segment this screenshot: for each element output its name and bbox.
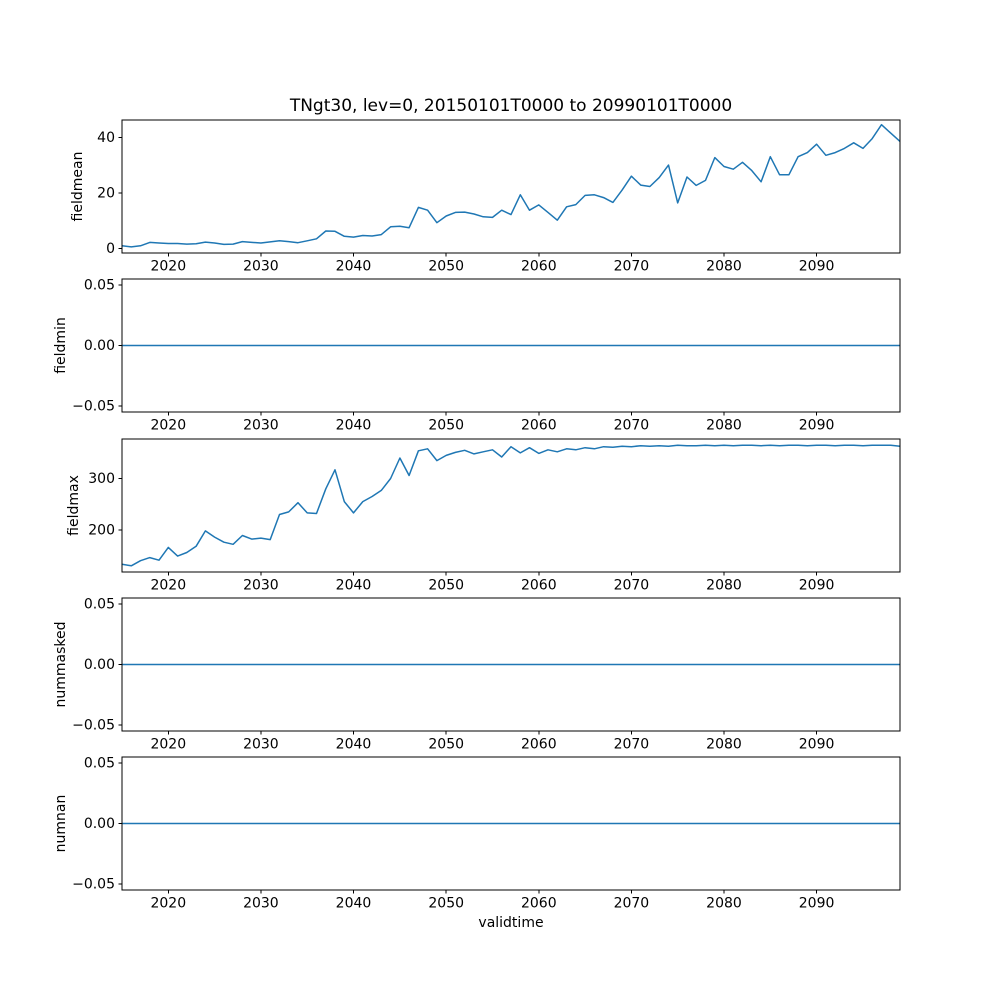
svg-text:2030: 2030 xyxy=(243,418,279,434)
svg-text:2040: 2040 xyxy=(336,737,372,753)
svg-text:nummasked: nummasked xyxy=(53,621,69,707)
svg-text:2030: 2030 xyxy=(243,578,279,594)
svg-text:200: 200 xyxy=(88,522,115,538)
svg-text:2050: 2050 xyxy=(428,259,464,275)
svg-text:2070: 2070 xyxy=(614,896,650,912)
svg-text:2060: 2060 xyxy=(521,578,557,594)
svg-text:2090: 2090 xyxy=(799,578,835,594)
svg-text:2040: 2040 xyxy=(336,259,372,275)
svg-text:numnan: numnan xyxy=(53,795,69,853)
svg-text:2070: 2070 xyxy=(614,737,650,753)
svg-text:2060: 2060 xyxy=(521,418,557,434)
fieldmax-plot: 2020 2030 2040 2050 2060 2070 2080 2090 200 300 fi… xyxy=(66,438,901,594)
svg-text:0.00: 0.00 xyxy=(84,816,115,832)
svg-text:2070: 2070 xyxy=(614,578,650,594)
svg-text:fieldmin: fieldmin xyxy=(53,317,69,374)
svg-text:2090: 2090 xyxy=(799,418,835,434)
fieldmean-plot: 2020 2030 2040 2050 2060 2070 2080 209002040fie… xyxy=(70,119,901,275)
svg-text:2050: 2050 xyxy=(428,737,464,753)
svg-text:2040: 2040 xyxy=(336,578,372,594)
svg-text:−0.05: −0.05 xyxy=(72,876,115,892)
svg-text:0.00: 0.00 xyxy=(84,657,115,673)
svg-text:2020: 2020 xyxy=(150,896,186,912)
svg-text:2050: 2050 xyxy=(428,896,464,912)
svg-text:2080: 2080 xyxy=(706,737,742,753)
svg-text:2050: 2050 xyxy=(428,418,464,434)
svg-text:2060: 2060 xyxy=(521,259,557,275)
svg-text:0: 0 xyxy=(106,241,115,257)
svg-text:2030: 2030 xyxy=(243,896,279,912)
svg-text:2030: 2030 xyxy=(243,259,279,275)
svg-text:fieldmean: fieldmean xyxy=(70,152,86,222)
svg-text:−0.05: −0.05 xyxy=(72,717,115,733)
svg-text:20: 20 xyxy=(97,185,115,201)
subplot-numnan: 2020 2030 2040 2050 2060 2070 2080 2090 −0.05 0.0… xyxy=(53,755,901,912)
svg-text:2070: 2070 xyxy=(614,418,650,434)
subplot-nummasked: 2020 2030 2040 2050 2060 2070 2080 2090 −0.05 0.0… xyxy=(53,596,901,753)
nummasked-plot: 2020 2030 2040 2050 2060 2070 2080 2090 −0.05 0.0… xyxy=(53,596,901,753)
svg-text:0.05: 0.05 xyxy=(84,596,115,612)
subplot-fieldmean: 2020 2030 2040 2050 2060 2070 2080 2090 0 20 40 fie… xyxy=(70,119,901,275)
svg-text:2040: 2040 xyxy=(336,418,372,434)
numnan-plot: 2020 2030 2040 2050 2060 2070 2080 2090 −0.05 0.0… xyxy=(53,755,901,912)
svg-text:2070: 2070 xyxy=(614,259,650,275)
svg-text:2040: 2040 xyxy=(336,896,372,912)
svg-text:2080: 2080 xyxy=(706,578,742,594)
svg-text:0.05: 0.05 xyxy=(84,277,115,293)
svg-text:2030: 2030 xyxy=(243,737,279,753)
svg-text:fieldmax: fieldmax xyxy=(66,475,82,536)
svg-text:2060: 2060 xyxy=(521,737,557,753)
svg-text:40: 40 xyxy=(97,130,115,146)
svg-text:2020: 2020 xyxy=(150,578,186,594)
svg-text:2090: 2090 xyxy=(799,896,835,912)
svg-text:2020: 2020 xyxy=(150,259,186,275)
svg-text:300: 300 xyxy=(88,471,115,487)
figure-title: TNgt30, lev=0, 20150101T0000 to 20990101… xyxy=(289,96,733,116)
svg-text:2020: 2020 xyxy=(150,737,186,753)
svg-text:2080: 2080 xyxy=(706,259,742,275)
svg-text:2090: 2090 xyxy=(799,737,835,753)
svg-text:2060: 2060 xyxy=(521,896,557,912)
subplot-fieldmax: 2020 2030 2040 2050 2060 2070 2080 2090 200 300 fi… xyxy=(66,438,901,594)
svg-text:2090: 2090 xyxy=(799,259,835,275)
svg-text:2020: 2020 xyxy=(150,418,186,434)
svg-text:0.00: 0.00 xyxy=(84,338,115,354)
svg-text:2080: 2080 xyxy=(706,896,742,912)
svg-text:0.05: 0.05 xyxy=(84,755,115,771)
svg-text:−0.05: −0.05 xyxy=(72,398,115,414)
svg-text:2080: 2080 xyxy=(706,418,742,434)
x-axis-label: validtime xyxy=(478,915,544,931)
svg-text:2050: 2050 xyxy=(428,578,464,594)
subplot-fieldmin: 2020 2030 2040 2050 2060 2070 2080 2090 −0.05 0.0… xyxy=(53,277,901,434)
fieldmin-plot: 2020 2030 2040 2050 2060 2070 2080 2090 −0.05 0.0… xyxy=(53,277,901,434)
